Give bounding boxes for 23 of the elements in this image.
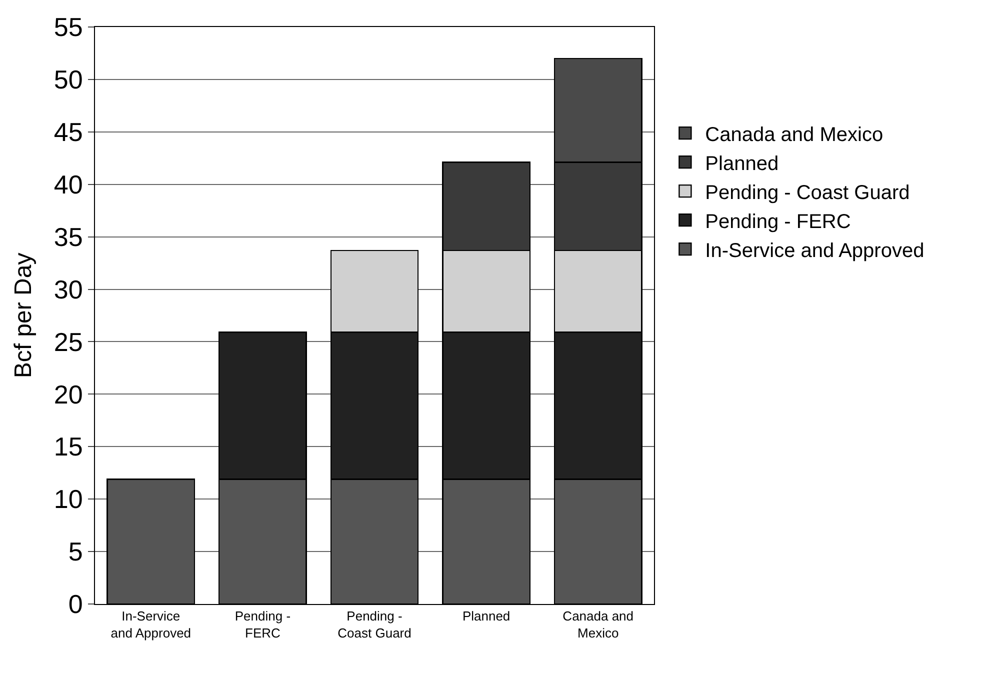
y-tick-label: 15 — [54, 432, 83, 462]
y-tick-label: 25 — [54, 326, 83, 357]
y-tick-label: 50 — [54, 64, 83, 95]
y-tick-label: 5 — [68, 536, 83, 567]
y-tick-label: 55 — [54, 12, 83, 42]
y-tick-label: 10 — [54, 484, 83, 514]
legend-label: Canada and Mexico — [705, 124, 884, 146]
y-tick-label: 30 — [54, 274, 83, 304]
legend-label: In-Service and Approved — [705, 240, 924, 262]
y-tick-label: 40 — [54, 169, 83, 200]
legend-label: Planned — [705, 152, 779, 175]
x-tick-label: Pending - Coast Guard — [338, 608, 412, 640]
x-tick-label: Canada and Mexico — [562, 608, 634, 640]
y-tick-label: 45 — [54, 117, 83, 148]
y-axis-title: Bcf per Day — [10, 252, 37, 378]
y-tick-label: 0 — [68, 589, 83, 620]
x-tick-label: Planned — [462, 608, 510, 624]
y-tick-label: 35 — [54, 222, 83, 252]
x-tick-label: In-Service and Approved — [110, 608, 192, 640]
legend-label: Pending - FERC — [705, 210, 851, 233]
x-tick-label: Pending - FERC — [234, 608, 291, 640]
legend-label: Pending - Coast Guard — [705, 182, 910, 204]
y-tick-label: 20 — [54, 379, 83, 410]
